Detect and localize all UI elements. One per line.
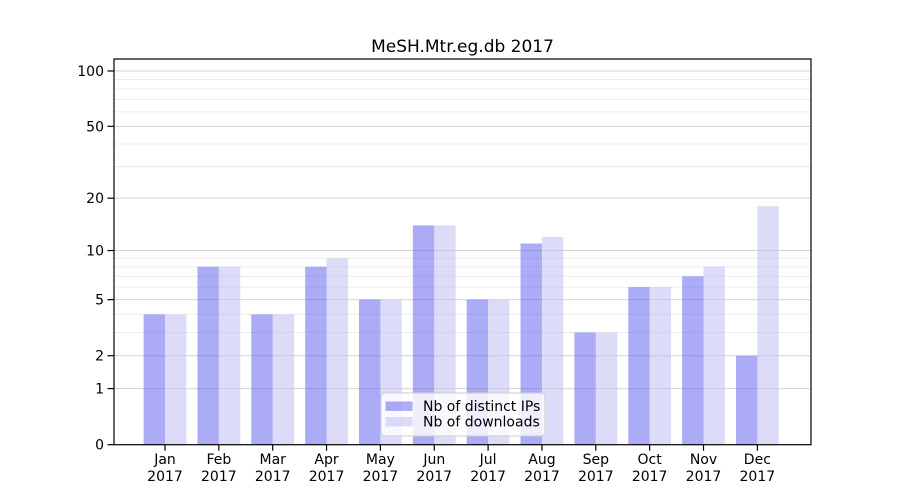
x-tick-label-year-nov: 2017 — [686, 469, 722, 485]
x-tick-label-month-jan: Jan — [153, 452, 176, 468]
y-tick-label-5: 5 — [95, 293, 104, 309]
y-tick-label-1: 1 — [95, 382, 104, 398]
x-tick-label-year-oct: 2017 — [632, 469, 668, 485]
x-tick-label-year-jul: 2017 — [470, 469, 506, 485]
x-tick-label-month-sep: Sep — [583, 452, 610, 468]
bar-feb-downloads — [218, 266, 241, 445]
plot-border — [113, 58, 812, 446]
bar-mar-distinct-ips — [251, 314, 273, 445]
legend-label-distinct-ips: Nb of distinct IPs — [423, 399, 540, 415]
x-tick-label-year-dec: 2017 — [740, 469, 776, 485]
bar-dec-downloads — [757, 206, 779, 445]
y-tick-label-2: 2 — [95, 349, 104, 365]
bar-jun-downloads — [434, 225, 456, 445]
bar-oct-downloads — [649, 287, 672, 445]
bar-dec-distinct-ips — [735, 355, 758, 445]
bar-oct-distinct-ips — [628, 287, 650, 445]
x-tick-label-month-may: May — [366, 452, 395, 468]
y-tick-label-100: 100 — [77, 64, 104, 80]
x-tick-label-month-mar: Mar — [259, 452, 286, 468]
x-tick-label-month-nov: Nov — [690, 452, 717, 468]
x-tick-label-month-dec: Dec — [744, 452, 771, 468]
chart-title: MeSH.Mtr.eg.db 2017 — [371, 37, 554, 57]
bar-sep-downloads — [595, 332, 618, 445]
legend-swatch-distinct-ips — [385, 401, 413, 411]
x-tick-label-year-sep: 2017 — [578, 469, 614, 485]
x-tick-label-month-feb: Feb — [206, 452, 231, 468]
bar-mar-downloads — [272, 314, 295, 445]
bar-apr-distinct-ips — [305, 266, 327, 445]
y-tick-label-50: 50 — [86, 119, 104, 135]
bar-jan-distinct-ips — [143, 314, 165, 445]
y-tick-label-10: 10 — [86, 244, 104, 260]
legend-box — [380, 392, 546, 437]
x-tick-label-year-may: 2017 — [363, 469, 399, 485]
bar-may-distinct-ips — [359, 299, 381, 445]
y-tick-label-20: 20 — [86, 191, 104, 207]
bar-aug-downloads — [541, 237, 564, 445]
bars — [143, 206, 779, 445]
x-tick-label-year-mar: 2017 — [255, 469, 291, 485]
bar-nov-downloads — [703, 266, 725, 445]
y-tick-label-0: 0 — [95, 438, 104, 454]
x-tick-label-month-apr: Apr — [314, 452, 338, 468]
x-tick-label-year-jan: 2017 — [147, 469, 183, 485]
x-tick-label-year-jun: 2017 — [416, 469, 452, 485]
bar-nov-distinct-ips — [682, 276, 704, 445]
x-tick-label-year-aug: 2017 — [524, 469, 560, 485]
bar-jun-distinct-ips — [412, 225, 435, 445]
x-tick-label-month-oct: Oct — [638, 452, 663, 468]
legend-label-downloads: Nb of downloads — [423, 415, 540, 431]
bar-jan-downloads — [165, 314, 187, 445]
bar-feb-distinct-ips — [197, 266, 219, 445]
x-tick-label-year-feb: 2017 — [201, 469, 237, 485]
x-tick-label-month-jul: Jul — [479, 452, 497, 468]
bar-sep-distinct-ips — [574, 332, 596, 445]
y-axis: 0 1 2 5 10 20 50 100 — [77, 64, 114, 454]
x-axis: Jan2017Feb2017Mar2017Apr2017May2017Jun20… — [147, 444, 776, 485]
legend-swatch-downloads — [385, 417, 413, 427]
bar-apr-downloads — [326, 258, 348, 445]
x-tick-label-year-apr: 2017 — [309, 469, 345, 485]
x-tick-label-month-aug: Aug — [528, 452, 555, 468]
x-tick-label-month-jun: Jun — [422, 452, 445, 468]
